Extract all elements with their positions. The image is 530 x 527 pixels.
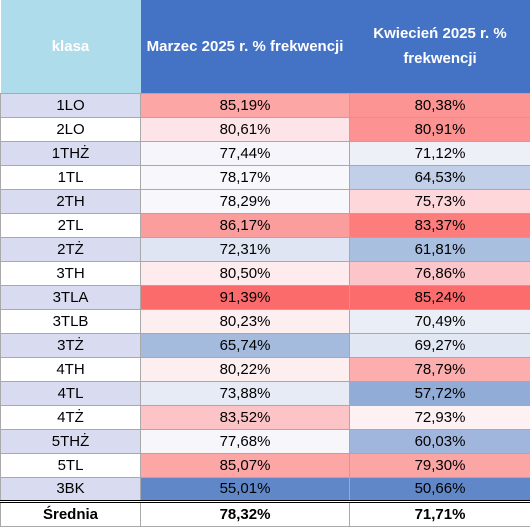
kwiecien-cell: 75,73% [350,189,530,213]
class-cell: 4TL [1,381,141,405]
marzec-cell: 80,22% [141,357,350,381]
class-cell: 3BK [1,477,141,501]
kwiecien-cell: 72,93% [350,405,530,429]
class-cell: 1THŻ [1,141,141,165]
class-cell: 2TL [1,213,141,237]
marzec-cell: 85,07% [141,453,350,477]
kwiecien-cell: 83,37% [350,213,530,237]
kwiecien-cell: 61,81% [350,237,530,261]
class-cell: 2TH [1,189,141,213]
marzec-cell: 78,17% [141,165,350,189]
class-cell: 3TŻ [1,333,141,357]
average-marzec: 78,32% [141,501,350,526]
average-kwiecien: 71,71% [350,501,530,526]
class-cell: 1TL [1,165,141,189]
kwiecien-cell: 57,72% [350,381,530,405]
marzec-cell: 78,29% [141,189,350,213]
class-cell: 3TLB [1,309,141,333]
class-cell: 3TH [1,261,141,285]
class-cell: 4TH [1,357,141,381]
class-cell: 2TŻ [1,237,141,261]
kwiecien-cell: 79,30% [350,453,530,477]
kwiecien-cell: 80,38% [350,93,530,117]
marzec-cell: 80,61% [141,117,350,141]
class-cell: 3TLA [1,285,141,309]
marzec-cell: 80,23% [141,309,350,333]
kwiecien-cell: 60,03% [350,429,530,453]
marzec-cell: 73,88% [141,381,350,405]
class-cell: 5TL [1,453,141,477]
header-kwiecien: Kwiecień 2025 r. % frekwencji [350,0,530,93]
marzec-cell: 86,17% [141,213,350,237]
header-row: klasa Marzec 2025 r. % frekwencji Kwieci… [1,0,530,93]
marzec-cell: 91,39% [141,285,350,309]
marzec-cell: 55,01% [141,477,350,501]
kwiecien-cell: 71,12% [350,141,530,165]
kwiecien-cell: 64,53% [350,165,530,189]
marzec-cell: 83,52% [141,405,350,429]
kwiecien-cell: 69,27% [350,333,530,357]
class-cell: 2LO [1,117,141,141]
marzec-cell: 65,74% [141,333,350,357]
class-cell: 5THŻ [1,429,141,453]
kwiecien-cell: 50,66% [350,477,530,501]
header-klasa: klasa [1,0,141,93]
kwiecien-cell: 78,79% [350,357,530,381]
kwiecien-cell: 80,91% [350,117,530,141]
class-cell: 4TŻ [1,405,141,429]
marzec-cell: 77,44% [141,141,350,165]
average-row: Średnia 78,32% 71,71% [1,501,530,526]
marzec-cell: 72,31% [141,237,350,261]
class-cell: 1LO [1,93,141,117]
kwiecien-cell: 76,86% [350,261,530,285]
header-marzec: Marzec 2025 r. % frekwencji [141,0,350,93]
marzec-cell: 80,50% [141,261,350,285]
marzec-cell: 85,19% [141,93,350,117]
kwiecien-cell: 70,49% [350,309,530,333]
average-label: Średnia [1,501,141,526]
kwiecien-cell: 85,24% [350,285,530,309]
marzec-cell: 77,68% [141,429,350,453]
